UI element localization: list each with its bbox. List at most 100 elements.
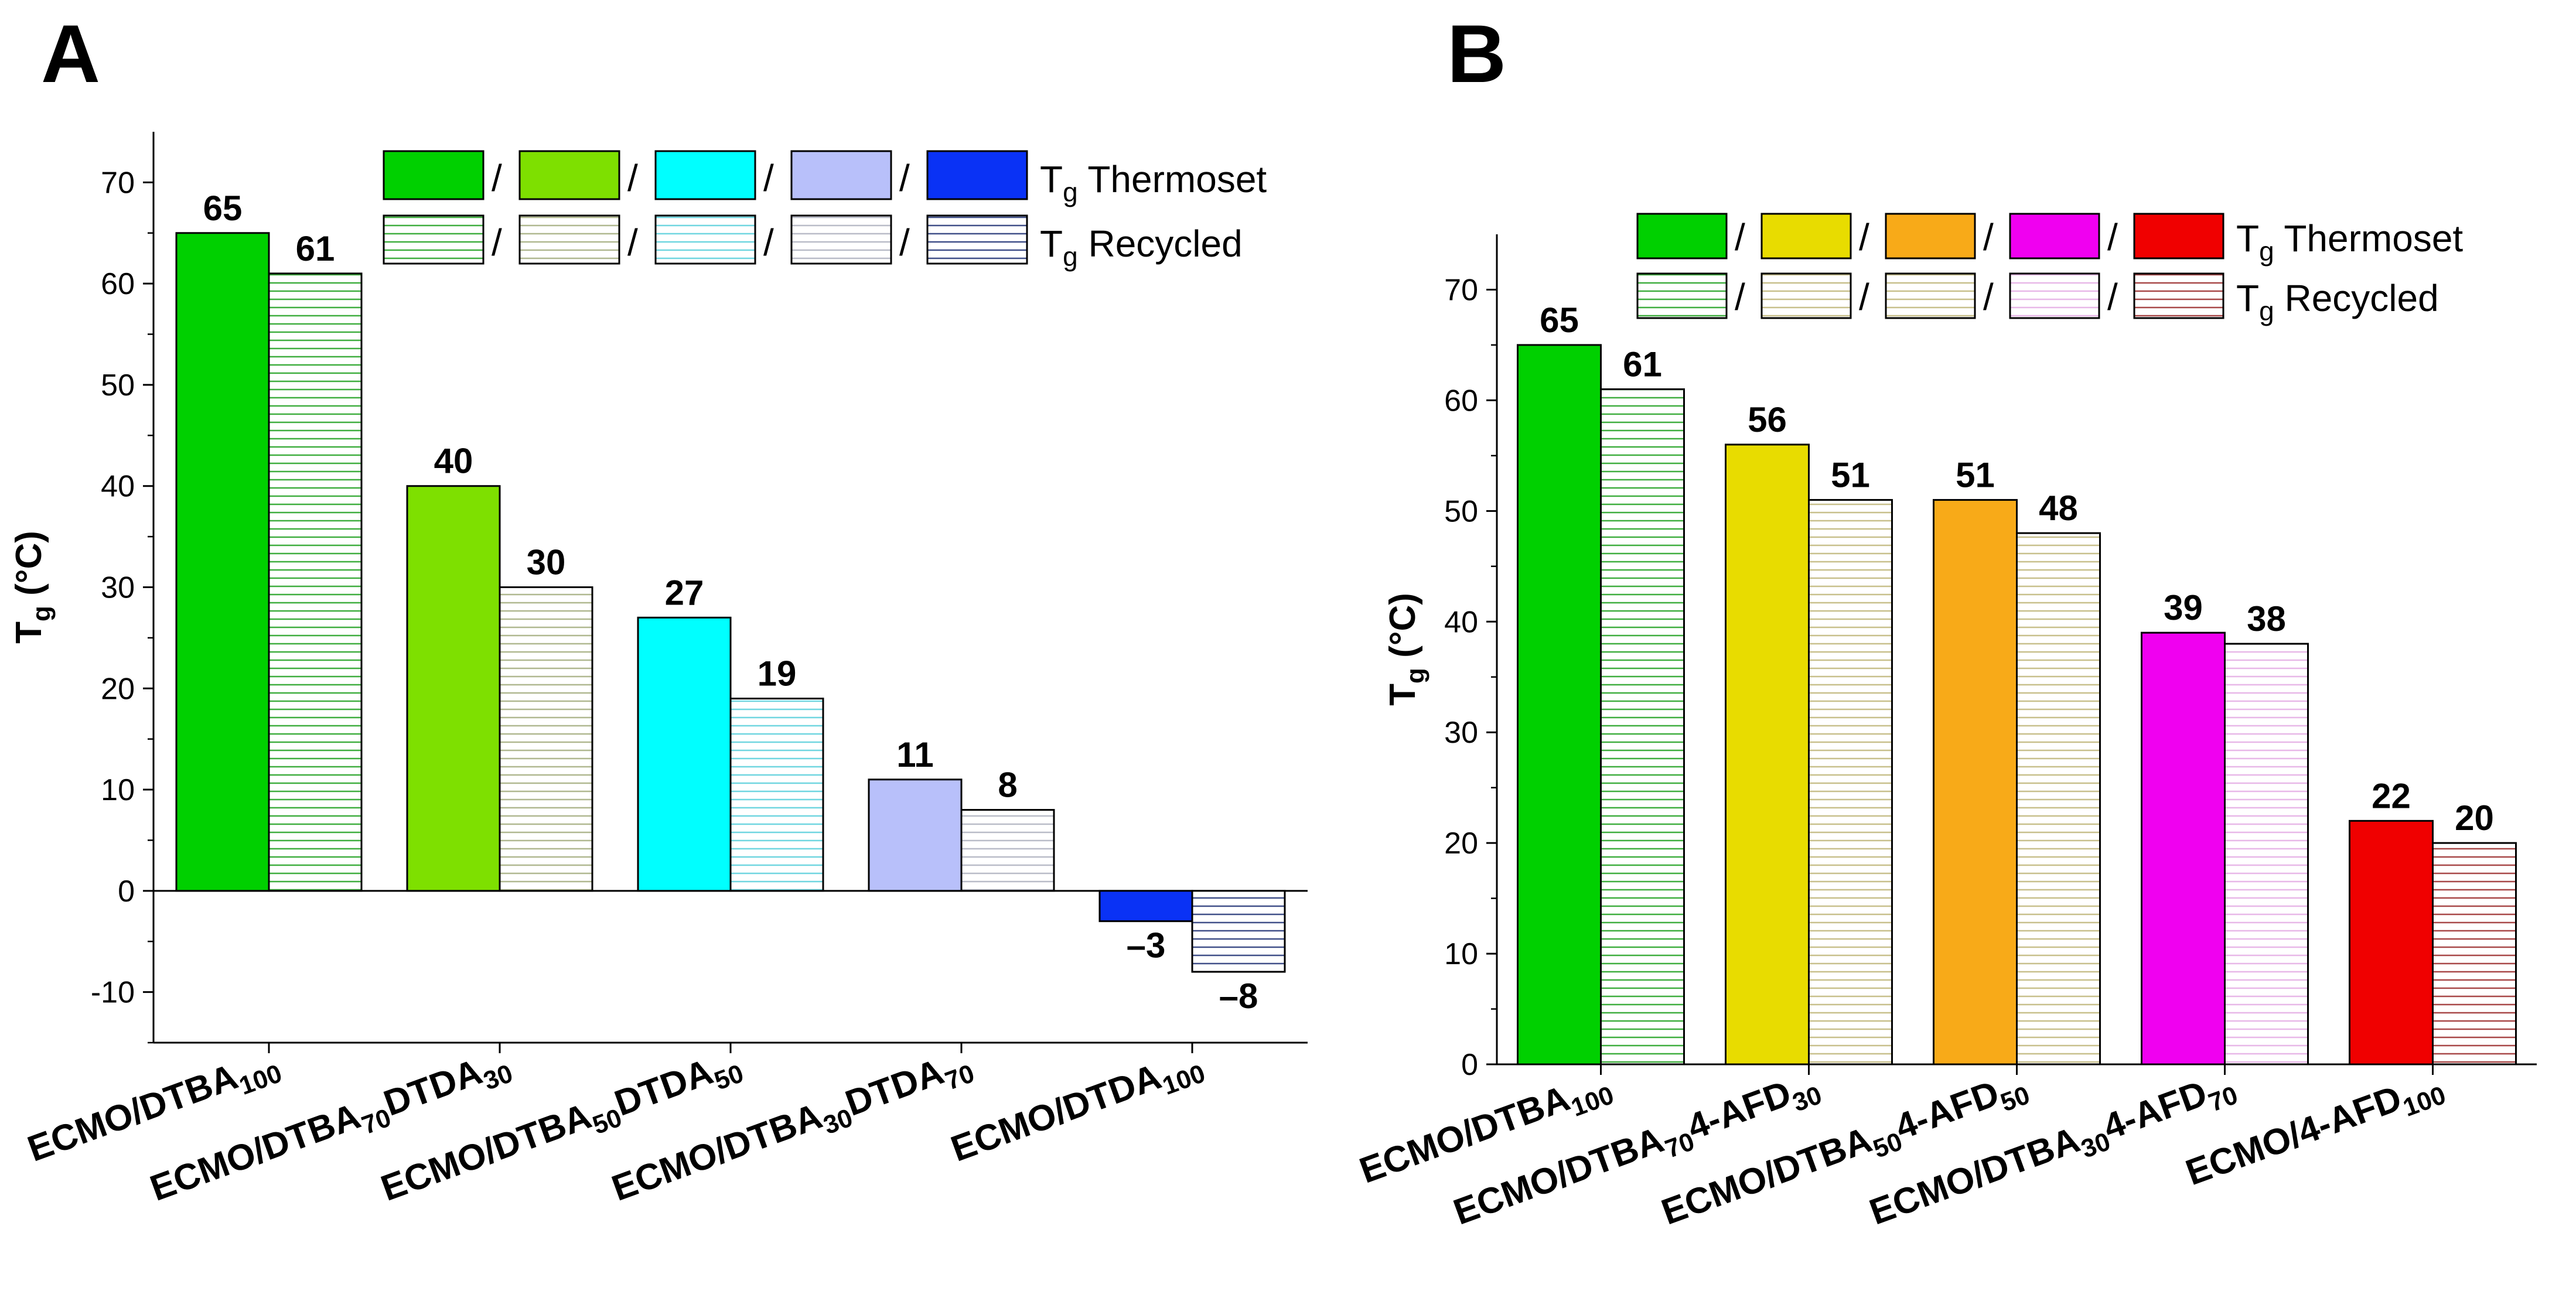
y-tick-label: 30: [101, 571, 135, 605]
thermoset-value-label: 11: [896, 735, 933, 774]
x-category-label: ECMO/DTBA704-AFD30: [1448, 1063, 1826, 1239]
legend-label-thermoset: Tg Thermoset: [2236, 217, 2463, 267]
thermoset-bar: [637, 616, 732, 892]
recycled-bar: [1191, 890, 1286, 973]
recycled-bar: [268, 272, 363, 892]
thermoset-bar: [1098, 890, 1193, 923]
recycled-bar: [499, 586, 593, 892]
x-category-label-text: DTDA: [378, 1051, 487, 1124]
recycled-value-label: 51: [1831, 455, 1870, 494]
legend: / / / / Tg Thermoset / / / / Tg Recycled: [1636, 213, 2463, 326]
recycled-bar: [2016, 532, 2101, 1065]
legend-label-thermoset-text: T: [2236, 217, 2259, 259]
thermoset-bar: [1933, 498, 2018, 1065]
x-category-label-text: DTDA: [609, 1051, 718, 1124]
x-category-label: ECMO/DTDA100: [946, 1041, 1209, 1176]
y-axis-title-text: T: [9, 621, 49, 644]
legend-swatch-recycled: [926, 214, 1028, 265]
recycled-value-label: 48: [2039, 489, 2078, 528]
y-tick-label: 70: [101, 166, 135, 200]
y-tick-label: 50: [1444, 494, 1478, 528]
recycled-value-label: 61: [1623, 345, 1662, 384]
recycled-value-label: 8: [998, 766, 1017, 805]
legend-swatch-recycled: [790, 214, 892, 265]
x-category-label-text: ECMO/DTDA: [946, 1056, 1166, 1169]
legend-separator: /: [1983, 276, 1994, 318]
legend-label-recycled-text: Recycled: [2274, 277, 2439, 319]
legend-label-thermoset: Tg Thermoset: [1040, 158, 1267, 207]
legend-swatch-thermoset: [1636, 213, 1728, 259]
thermoset-bar: [1725, 443, 1810, 1065]
legend-separator: /: [492, 157, 502, 199]
legend-swatch-recycled: [383, 214, 485, 265]
legend-separator: /: [1859, 276, 1869, 318]
thermoset-bar: [868, 778, 963, 892]
legend-swatch-thermoset: [383, 150, 485, 200]
legend-separator: /: [1859, 216, 1869, 258]
legend-label-recycled-text: Recycled: [1078, 223, 1243, 265]
x-category-label-subscript: 100: [1159, 1059, 1209, 1101]
legend-separator: /: [763, 221, 774, 264]
thermoset-value-label: 65: [203, 189, 243, 228]
thermoset-bar: [2141, 631, 2226, 1065]
recycled-value-label: –8: [1219, 976, 1258, 1016]
recycled-bar: [2432, 842, 2517, 1065]
x-category-label-subscript: 30: [480, 1059, 517, 1096]
legend-swatch-recycled: [518, 214, 620, 265]
legend-separator: /: [627, 221, 638, 264]
legend-separator: /: [627, 157, 638, 199]
x-category-label: ECMO/DTBA304-AFD70: [1864, 1063, 2241, 1239]
legend-separator: /: [1735, 276, 1745, 318]
x-category-label-text: DTDA: [840, 1051, 948, 1124]
x-category-label-text: 4-AFD: [1682, 1073, 1796, 1148]
recycled-bar: [729, 698, 824, 892]
y-tick-label: 40: [101, 470, 135, 504]
thermoset-bar: [406, 485, 501, 892]
legend-swatch-thermoset: [1885, 213, 1976, 259]
y-axis-title-text: T: [1383, 684, 1423, 706]
x-category-label-subscript: 30: [1789, 1081, 1826, 1118]
thermoset-value-label: –3: [1127, 926, 1166, 965]
recycled-value-label: 20: [2455, 798, 2494, 838]
legend-separator: /: [899, 157, 910, 199]
legend-separator: /: [1735, 216, 1745, 258]
x-category-label-text: 4-AFD: [2098, 1073, 2212, 1148]
legend-label-recycled: Tg Recycled: [2236, 277, 2439, 326]
legend-swatch-thermoset: [1760, 213, 1852, 259]
legend-separator: /: [763, 157, 774, 199]
y-tick-label: 60: [101, 267, 135, 301]
x-category-label-subscript: 70: [2205, 1081, 2241, 1118]
legend-label-recycled-text: T: [2236, 277, 2259, 319]
thermoset-value-label: 39: [2164, 588, 2203, 627]
panel-b-letter: B: [1447, 8, 1506, 100]
y-axis-title: Tg (°C): [1383, 593, 1429, 706]
recycled-value-label: 38: [2247, 599, 2286, 638]
y-axis-title-subscript: g: [27, 606, 56, 621]
thermoset-value-label: 22: [2372, 776, 2411, 815]
legend-separator: /: [492, 221, 502, 264]
x-category-label-subscript: 100: [236, 1059, 286, 1101]
legend-label-recycled-subscript: g: [1063, 241, 1078, 272]
recycled-bar: [960, 809, 1055, 892]
thermoset-bar: [1517, 344, 1602, 1065]
legend-separator: /: [2107, 276, 2118, 318]
y-tick-label: 20: [1444, 827, 1478, 860]
legend-swatch-thermoset: [2009, 213, 2100, 259]
y-tick-label: 0: [118, 875, 135, 909]
panel-a-letter: A: [41, 8, 100, 100]
legend-swatch-thermoset: [654, 150, 756, 200]
legend-label-recycled: Tg Recycled: [1040, 223, 1243, 272]
x-category-label-subscript: 100: [2399, 1081, 2449, 1122]
legend-swatch-recycled: [1885, 272, 1976, 319]
legend-separator: /: [899, 221, 910, 264]
thermoset-bar: [175, 232, 270, 892]
legend-swatch-recycled: [2009, 272, 2100, 319]
x-category-label-subscript: 50: [711, 1059, 748, 1096]
legend-label-recycled-subscript: g: [2259, 296, 2274, 326]
thermoset-value-label: 65: [1540, 300, 1579, 340]
y-tick-label: 40: [1444, 605, 1478, 639]
legend-label-thermoset-subscript: g: [2259, 236, 2274, 267]
